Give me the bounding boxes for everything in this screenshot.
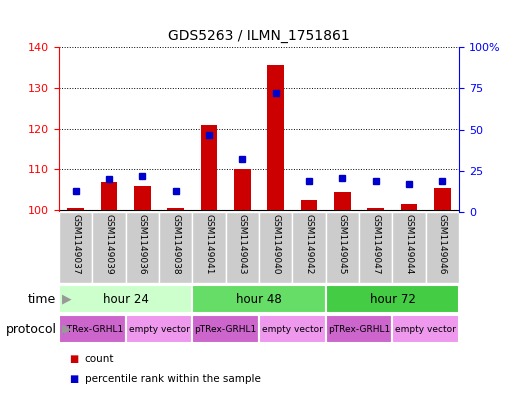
- Bar: [134, 186, 151, 210]
- Bar: [292, 212, 326, 283]
- Text: count: count: [85, 354, 114, 364]
- Bar: [367, 208, 384, 210]
- Bar: [234, 169, 251, 210]
- Text: GSM1149046: GSM1149046: [438, 214, 447, 275]
- Text: ▶: ▶: [62, 323, 71, 336]
- Bar: [226, 212, 259, 283]
- Bar: [159, 212, 192, 283]
- Bar: [267, 66, 284, 210]
- Bar: [167, 208, 184, 210]
- Bar: [392, 315, 459, 343]
- Bar: [59, 212, 92, 283]
- Bar: [192, 315, 259, 343]
- Text: GSM1149045: GSM1149045: [338, 214, 347, 275]
- Text: GSM1149047: GSM1149047: [371, 214, 380, 275]
- Bar: [59, 315, 126, 343]
- Bar: [259, 212, 292, 283]
- Title: GDS5263 / ILMN_1751861: GDS5263 / ILMN_1751861: [168, 29, 350, 43]
- Bar: [192, 212, 226, 283]
- Text: empty vector: empty vector: [396, 325, 456, 334]
- Text: GSM1149044: GSM1149044: [405, 214, 413, 275]
- Bar: [326, 212, 359, 283]
- Text: hour 24: hour 24: [103, 292, 149, 306]
- Text: ■: ■: [69, 354, 78, 364]
- Text: hour 48: hour 48: [236, 292, 282, 306]
- Bar: [201, 125, 218, 210]
- Bar: [359, 212, 392, 283]
- Text: pTRex-GRHL1: pTRex-GRHL1: [328, 325, 390, 334]
- Text: GSM1149036: GSM1149036: [138, 214, 147, 275]
- Text: GSM1149039: GSM1149039: [105, 214, 113, 275]
- Bar: [334, 192, 351, 210]
- Bar: [259, 315, 326, 343]
- Text: ▶: ▶: [62, 292, 71, 306]
- Bar: [126, 315, 192, 343]
- Bar: [326, 315, 392, 343]
- Bar: [192, 285, 326, 313]
- Bar: [67, 208, 84, 210]
- Bar: [401, 204, 418, 210]
- Text: hour 72: hour 72: [369, 292, 416, 306]
- Bar: [101, 182, 117, 210]
- Text: percentile rank within the sample: percentile rank within the sample: [85, 374, 261, 384]
- Text: GSM1149041: GSM1149041: [205, 214, 213, 275]
- Bar: [426, 212, 459, 283]
- Text: GSM1149037: GSM1149037: [71, 214, 80, 275]
- Text: GSM1149040: GSM1149040: [271, 214, 280, 275]
- Text: GSM1149038: GSM1149038: [171, 214, 180, 275]
- Bar: [301, 200, 318, 210]
- Text: time: time: [28, 292, 56, 306]
- Text: protocol: protocol: [6, 323, 56, 336]
- Text: ■: ■: [69, 374, 78, 384]
- Bar: [59, 285, 192, 313]
- Text: pTRex-GRHL1: pTRex-GRHL1: [194, 325, 257, 334]
- Bar: [434, 188, 451, 210]
- Bar: [92, 212, 126, 283]
- Text: empty vector: empty vector: [129, 325, 189, 334]
- Bar: [392, 212, 426, 283]
- Text: pTRex-GRHL1: pTRex-GRHL1: [61, 325, 124, 334]
- Text: empty vector: empty vector: [262, 325, 323, 334]
- Text: GSM1149043: GSM1149043: [238, 214, 247, 275]
- Bar: [126, 212, 159, 283]
- Bar: [326, 285, 459, 313]
- Text: GSM1149042: GSM1149042: [305, 214, 313, 275]
